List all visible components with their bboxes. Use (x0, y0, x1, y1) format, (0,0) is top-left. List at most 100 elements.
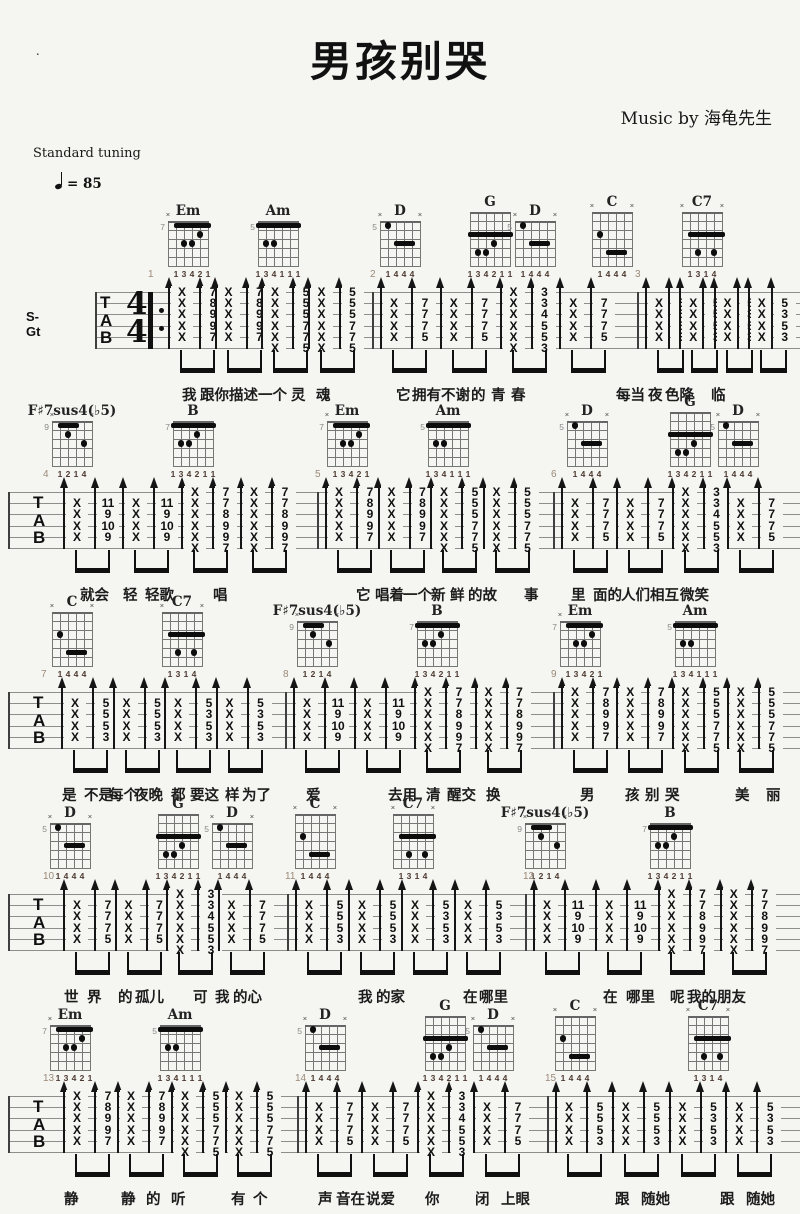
tab-clef-letter: T (33, 693, 44, 712)
strum-arrow-up (461, 488, 463, 549)
tab-cell: X (619, 697, 642, 710)
tab-cell: 5 (705, 686, 728, 698)
fret-line (297, 657, 338, 658)
string-line (92, 421, 93, 466)
string-line (420, 221, 421, 266)
fret-number: 7 (42, 1026, 47, 1036)
fingering-digit: 1 (55, 1073, 61, 1083)
mute-mark: × (562, 812, 568, 821)
fingering-digit: 4 (613, 269, 619, 279)
fret-line (52, 421, 93, 423)
tab-cell: 7 (148, 921, 171, 934)
lyric-run: 灵 (291, 387, 306, 404)
strum-arrow-up-icon (388, 1081, 397, 1092)
string-line (441, 621, 442, 666)
string-line (607, 421, 608, 466)
barline (547, 1096, 549, 1153)
tab-cell: 5 (249, 697, 272, 710)
tab-cell: 9 (595, 708, 617, 721)
fingering-digit: 1 (546, 871, 552, 881)
tab-cell: X (485, 508, 508, 521)
fret-number: 5 (667, 622, 672, 632)
tab-cell: X (564, 497, 586, 510)
fret-line (682, 266, 723, 267)
fingering-digit: 1 (202, 469, 208, 479)
fret-line (50, 1070, 91, 1071)
fingering-digit: 3 (163, 871, 169, 881)
fret-line (380, 221, 421, 223)
tab-cell: X (243, 530, 265, 543)
strum-arrow-up (485, 890, 487, 951)
tab-cell: X (558, 1134, 580, 1147)
string-line (682, 823, 683, 868)
finger-dot (722, 422, 730, 429)
string-line (197, 421, 198, 466)
strum-arrow-up-icon (304, 277, 312, 288)
fret-line (50, 1034, 91, 1035)
fret-line (168, 230, 209, 231)
tab-cell: 5 (205, 1101, 227, 1114)
lyric-run: 夜 (648, 387, 663, 404)
fret-line (52, 639, 93, 640)
tab-cell: 7 (650, 508, 673, 521)
tab-cell: X (184, 530, 206, 543)
tab-cell: 7 (341, 330, 364, 343)
finger-dot (694, 249, 702, 256)
tab-cell: 7 (274, 542, 296, 554)
tab-cell: X (296, 730, 318, 743)
tab-cell: X (117, 921, 140, 934)
fingering-digit: 1 (302, 669, 308, 679)
strum-arrow-up-icon (612, 477, 621, 488)
barline (637, 292, 639, 349)
string-line (650, 823, 651, 868)
beam-bracket (360, 952, 395, 975)
tab-cell: X (228, 1123, 250, 1136)
tab-cell: X (433, 497, 455, 510)
staff-line (8, 1096, 800, 1097)
strum-arrow-up-icon (527, 277, 535, 288)
measure-number: 11 (285, 871, 296, 882)
fingering-digit: 4 (683, 469, 689, 479)
strum-arrow-up (668, 288, 670, 349)
tab-cell: 7 (473, 308, 496, 321)
barre (56, 1027, 93, 1032)
fret-number: 5 (372, 222, 377, 232)
fret-line (425, 1034, 466, 1035)
beam-bracket (451, 350, 487, 373)
mute-mark: × (49, 410, 55, 419)
finger-dot (654, 842, 662, 849)
tab-cell: X (536, 921, 558, 934)
tab-cell: X (264, 342, 286, 354)
finger-dot (78, 1035, 86, 1042)
fret-line (560, 657, 601, 658)
fret-line (515, 230, 556, 231)
finger-dot (437, 631, 445, 638)
strum-arrow-up-icon (397, 879, 406, 890)
tab-cell: 5 (148, 932, 171, 945)
fret-line (162, 666, 203, 667)
strum-arrow-up (757, 688, 760, 749)
mute-mark: × (165, 210, 171, 219)
tab-cell: X (433, 542, 455, 554)
lyric-run: 换 (486, 787, 501, 804)
fret-line (515, 221, 556, 223)
strum-arrow-up (181, 488, 183, 549)
fret-line (515, 248, 556, 249)
tab-cell: 7 (464, 519, 486, 532)
tab-cell: 7 (414, 308, 436, 321)
tab-cell: 9 (567, 910, 589, 923)
tab-cell: X (218, 697, 241, 710)
strum-arrow-up-icon (557, 677, 566, 688)
lyric-run: 跟 (615, 1191, 630, 1208)
fingering-digit: 4 (409, 269, 415, 279)
mute-mark: × (719, 201, 725, 210)
strum-arrow-up (63, 890, 65, 951)
tab-cell: 5 (488, 921, 510, 934)
tab-cell: 3 (705, 497, 728, 510)
tab-cell: 5 (760, 530, 783, 543)
fingering-digit: 1 (723, 469, 729, 479)
tab-cell: 7 (760, 719, 783, 732)
tab-cell: 11 (567, 899, 589, 912)
fingering-digit: 1 (693, 1073, 699, 1083)
tab-cell: X (115, 708, 138, 721)
